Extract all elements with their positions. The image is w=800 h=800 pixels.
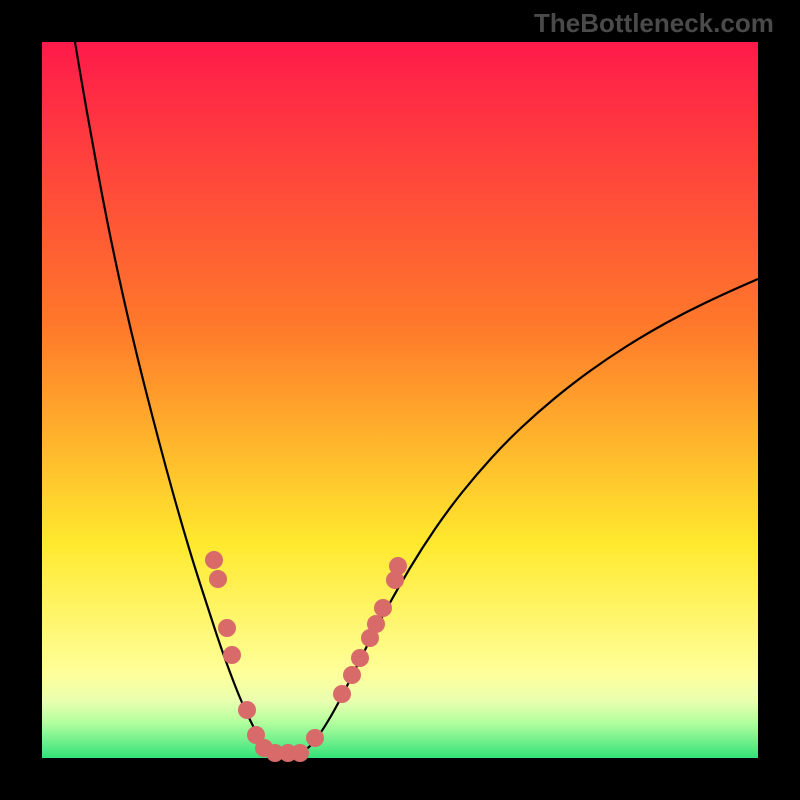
data-point (291, 744, 309, 762)
data-point (374, 599, 392, 617)
curve-left-branch (75, 42, 275, 753)
data-point (351, 649, 369, 667)
data-point (389, 557, 407, 575)
data-point (238, 701, 256, 719)
data-point (218, 619, 236, 637)
data-point (333, 685, 351, 703)
dots-group (205, 551, 407, 762)
data-point (306, 729, 324, 747)
data-point (223, 646, 241, 664)
chart-svg-layer (0, 0, 800, 800)
data-point (209, 570, 227, 588)
data-point (367, 615, 385, 633)
curve-right-branch (300, 279, 758, 753)
data-point (205, 551, 223, 569)
data-point (343, 666, 361, 684)
